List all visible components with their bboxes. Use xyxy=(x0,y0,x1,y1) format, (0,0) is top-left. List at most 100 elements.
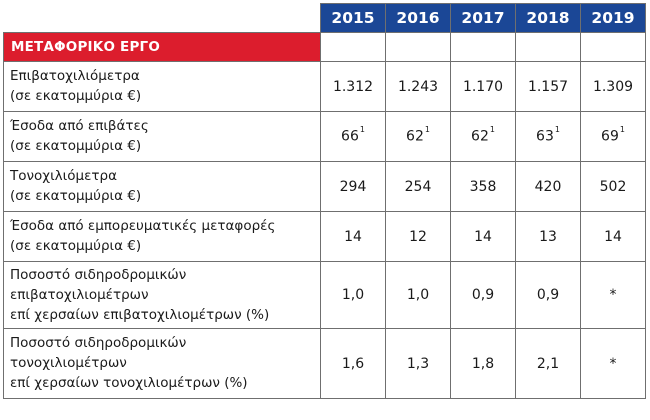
cell-value: 63 xyxy=(536,128,554,145)
empty-cell xyxy=(515,32,581,62)
row-label-line: Έσοδα από επιβάτες xyxy=(10,118,149,134)
cell-value: 14 xyxy=(474,228,492,245)
row-label: Ποσοστό σιδηροδρομικών τονοχιλιομέτρων επί… xyxy=(3,328,321,399)
empty-cell xyxy=(450,32,516,62)
empty-cell xyxy=(320,32,386,62)
row-label: Τονοχιλιόμετρα (σε εκατομμύρια €) xyxy=(3,161,321,212)
table-row: Ποσοστό σιδηροδρομικών επιβατοχιλιομέτρων… xyxy=(3,261,646,329)
value-cell: 1,0 xyxy=(320,261,386,329)
value-cell: 294 xyxy=(320,161,386,212)
cell-value: 0,9 xyxy=(536,287,560,303)
cell-value: 254 xyxy=(404,178,432,195)
footnote-marker: 1 xyxy=(489,125,495,135)
value-cell: 1.157 xyxy=(515,61,581,112)
cell-value: 1.157 xyxy=(527,78,569,95)
cell-value: 502 xyxy=(599,178,627,195)
cell-value: 13 xyxy=(539,228,557,245)
footnote-marker: 1 xyxy=(424,125,430,135)
value-cell: 254 xyxy=(385,161,451,212)
value-cell: * xyxy=(580,261,646,329)
value-cell: 1.312 xyxy=(320,61,386,112)
cell-value: 420 xyxy=(534,178,562,195)
value-cell: 14 xyxy=(580,211,646,262)
row-label-line: Ποσοστό σιδηροδρομικών xyxy=(10,335,187,351)
cell-value: 66 xyxy=(341,128,359,145)
cell-value: 1,6 xyxy=(341,355,365,372)
cell-value: * xyxy=(609,355,617,372)
cell-value: 2,1 xyxy=(536,355,560,372)
row-label: Ποσοστό σιδηροδρομικών επιβατοχιλιομέτρων… xyxy=(3,261,321,329)
row-label-line: επί χερσαίων τονοχιλιομέτρων (%) xyxy=(10,375,248,391)
cell-value: 0,9 xyxy=(471,287,495,303)
value-cell: 1,0 xyxy=(385,261,451,329)
value-cell: 14 xyxy=(450,211,516,262)
value-cell: * xyxy=(580,328,646,399)
footnote-marker: 1 xyxy=(359,125,365,135)
header-corner-cell xyxy=(3,3,321,33)
row-label-line: (σε εκατομμύρια €) xyxy=(10,238,142,254)
footnote-marker: 1 xyxy=(619,125,625,135)
value-cell: 1,3 xyxy=(385,328,451,399)
cell-value: 1.312 xyxy=(332,78,374,95)
value-cell: 13 xyxy=(515,211,581,262)
empty-cell xyxy=(385,32,451,62)
value-cell: 0,9 xyxy=(450,261,516,329)
value-cell: 1,6 xyxy=(320,328,386,399)
transport-work-table: 2015 2016 2017 2018 2019 ΜΕΤΑΦΟΡΙΚΟ ΕΡΓΟ… xyxy=(3,3,646,399)
cell-value: 14 xyxy=(604,228,622,245)
row-label-line: Επιβατοχιλιόμετρα xyxy=(10,68,140,84)
year-header: 2019 xyxy=(580,3,646,33)
header-row: 2015 2016 2017 2018 2019 xyxy=(3,3,646,33)
footnote-marker: 1 xyxy=(554,125,560,135)
cell-value: 69 xyxy=(601,128,619,145)
cell-value: 62 xyxy=(471,128,489,145)
year-header: 2016 xyxy=(385,3,451,33)
row-label-line: Ποσοστό σιδηροδρομικών xyxy=(10,266,187,283)
row-label: Έσοδα από επιβάτες (σε εκατομμύρια €) xyxy=(3,111,321,162)
table-row: Έσοδα από επιβάτες (σε εκατομμύρια €) 661 6… xyxy=(3,111,646,162)
row-label-line: τονοχιλιομέτρων xyxy=(10,355,127,371)
table-row: Έσοδα από εμπορευματικές μεταφορές (σε εκ… xyxy=(3,211,646,262)
value-cell: 621 xyxy=(450,111,516,162)
value-cell: 1.243 xyxy=(385,61,451,112)
section-row: ΜΕΤΑΦΟΡΙΚΟ ΕΡΓΟ xyxy=(3,32,646,62)
cell-value: 62 xyxy=(406,128,424,145)
cell-value: 12 xyxy=(409,228,427,245)
row-label-line: (σε εκατομμύρια €) xyxy=(10,88,142,104)
table-row: Τονοχιλιόμετρα (σε εκατομμύρια €) 294 254 35… xyxy=(3,161,646,212)
row-label-line: επί χερσαίων επιβατοχιλιομέτρων (%) xyxy=(10,306,270,323)
cell-value: 294 xyxy=(339,178,367,195)
value-cell: 0,9 xyxy=(515,261,581,329)
cell-value: 358 xyxy=(469,178,497,195)
table-body: Επιβατοχιλιόμετρα (σε εκατομμύρια €) 1.312… xyxy=(3,61,646,399)
value-cell: 661 xyxy=(320,111,386,162)
row-label-line: επιβατοχιλιομέτρων xyxy=(10,286,149,303)
cell-value: 1,0 xyxy=(341,287,365,303)
value-cell: 2,1 xyxy=(515,328,581,399)
cell-value: 1.243 xyxy=(397,78,439,95)
row-label: Έσοδα από εμπορευματικές μεταφορές (σε εκ… xyxy=(3,211,321,262)
cell-value: 1.170 xyxy=(462,78,504,95)
row-label-line: (σε εκατομμύρια €) xyxy=(10,188,142,204)
value-cell: 358 xyxy=(450,161,516,212)
value-cell: 691 xyxy=(580,111,646,162)
row-label-line: Έσοδα από εμπορευματικές μεταφορές xyxy=(10,218,276,234)
row-label-line: (σε εκατομμύρια €) xyxy=(10,138,142,154)
value-cell: 1.170 xyxy=(450,61,516,112)
value-cell: 1.309 xyxy=(580,61,646,112)
row-label: Επιβατοχιλιόμετρα (σε εκατομμύρια €) xyxy=(3,61,321,112)
cell-value: 14 xyxy=(344,228,362,245)
value-cell: 12 xyxy=(385,211,451,262)
cell-value: 1,3 xyxy=(406,355,430,372)
table-row: Ποσοστό σιδηροδρομικών τονοχιλιομέτρων επί… xyxy=(3,328,646,399)
section-title: ΜΕΤΑΦΟΡΙΚΟ ΕΡΓΟ xyxy=(3,32,321,62)
table-row: Επιβατοχιλιόμετρα (σε εκατομμύρια €) 1.312… xyxy=(3,61,646,112)
year-header: 2017 xyxy=(450,3,516,33)
cell-value: 1,0 xyxy=(406,287,430,303)
value-cell: 420 xyxy=(515,161,581,212)
value-cell: 621 xyxy=(385,111,451,162)
value-cell: 1,8 xyxy=(450,328,516,399)
value-cell: 502 xyxy=(580,161,646,212)
row-label-line: Τονοχιλιόμετρα xyxy=(10,168,117,184)
